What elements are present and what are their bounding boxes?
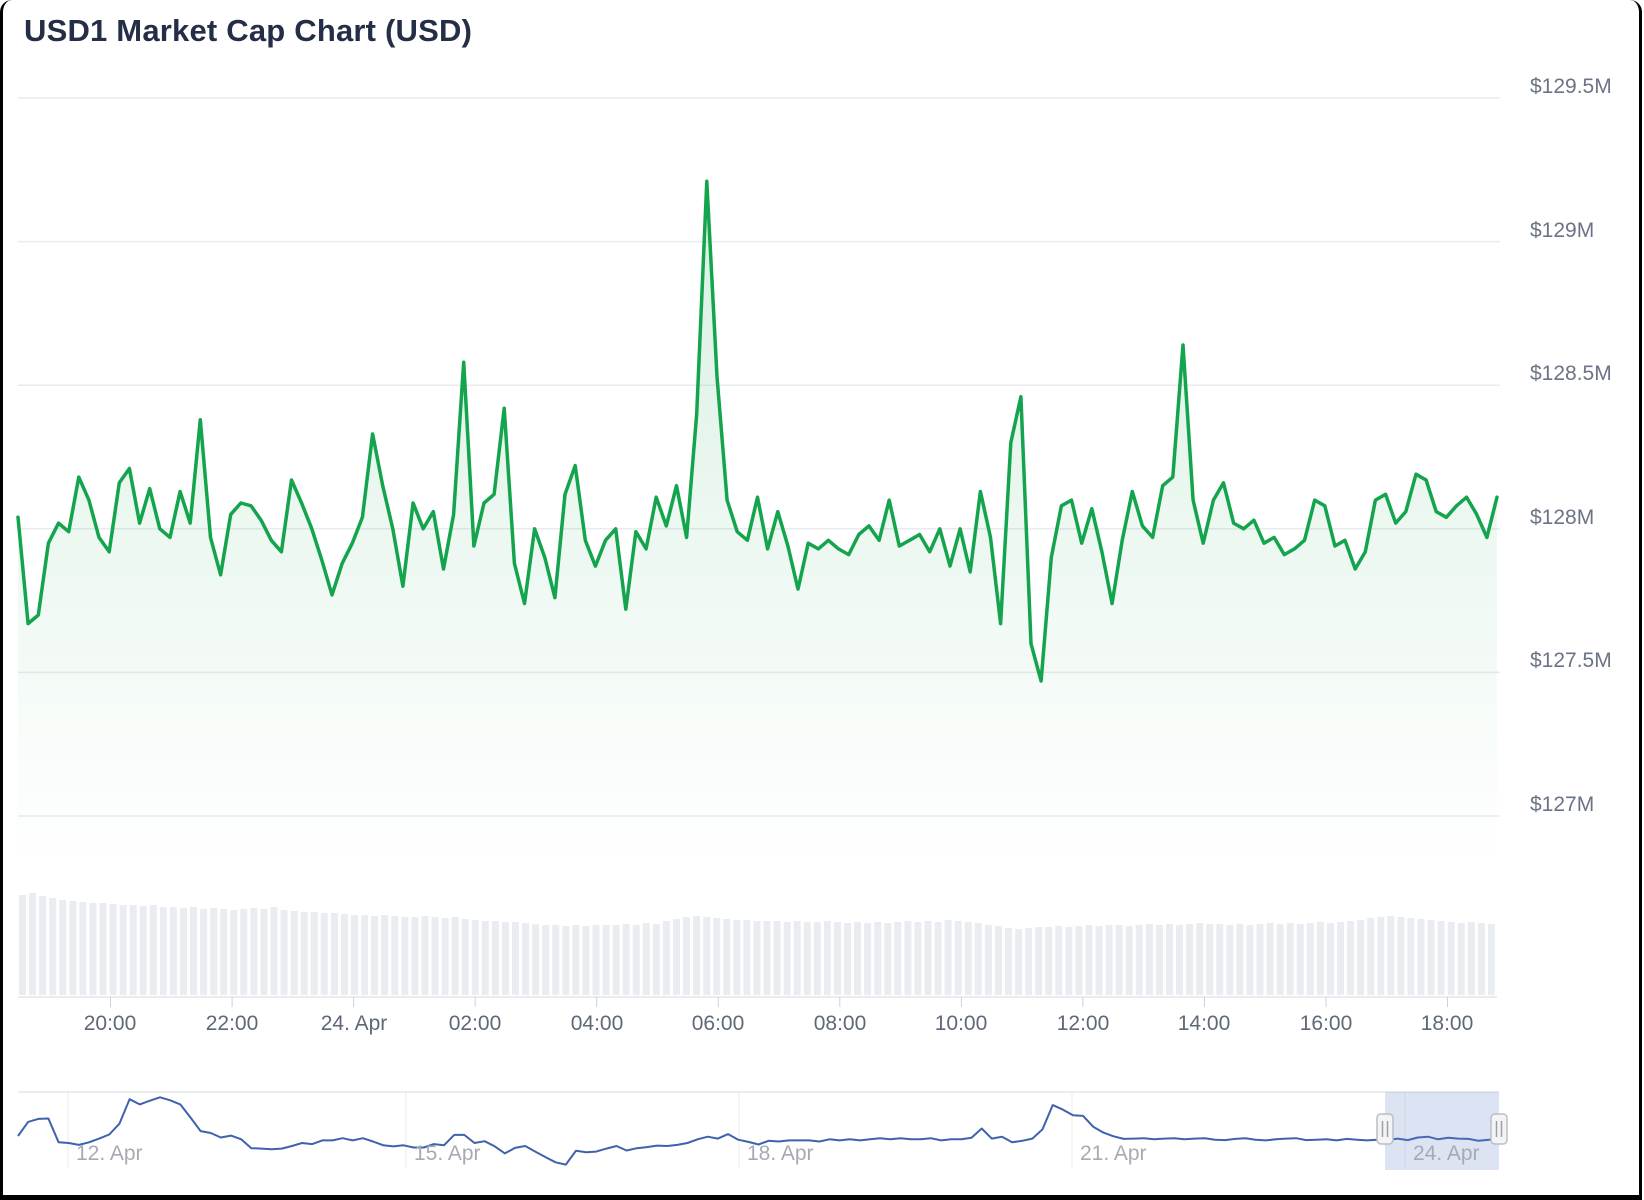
volume-bars: [19, 893, 1495, 995]
y-axis-label: $128M: [1530, 506, 1595, 529]
navigator-right-handle[interactable]: [1490, 1113, 1508, 1145]
navigator-series-line: [17, 1096, 1500, 1166]
x-axis-label: 10:00: [934, 1012, 988, 1035]
chart-title: USD1 Market Cap Chart (USD): [24, 13, 473, 48]
x-axis-label: 24. Apr: [320, 1012, 388, 1035]
navigator-date-label: 21. Apr: [1080, 1142, 1147, 1165]
navigator-date-label: 24. Apr: [1413, 1142, 1480, 1165]
x-axis-label: 18:00: [1420, 1012, 1474, 1035]
navigator-gridlines: [18, 1091, 1499, 1168]
y-axis-label: $128.5M: [1530, 362, 1612, 385]
y-axis-label: $127M: [1530, 793, 1595, 816]
x-axis-label: 14:00: [1177, 1012, 1231, 1035]
navigator-left-handle[interactable]: [1376, 1113, 1394, 1145]
market-cap-line: [16, 179, 1499, 683]
navigator-date-label: 18. Apr: [747, 1142, 814, 1165]
x-axis-label: 22:00: [205, 1012, 259, 1035]
x-axis: [18, 996, 1497, 1007]
navigator-date-label: 12. Apr: [76, 1142, 143, 1165]
x-axis-label: 06:00: [691, 1012, 745, 1035]
y-axis-label: $129.5M: [1530, 75, 1612, 98]
navigator-date-label: 15. Apr: [414, 1142, 481, 1165]
x-axis-label: 04:00: [570, 1012, 624, 1035]
y-axis-label: $129M: [1530, 219, 1595, 242]
x-axis-label: 12:00: [1056, 1012, 1110, 1035]
x-axis-label: 20:00: [83, 1012, 137, 1035]
plot-area[interactable]: [18, 60, 1497, 995]
y-axis-label: $127.5M: [1530, 649, 1612, 672]
x-axis-label: 08:00: [813, 1012, 867, 1035]
market-cap-area-fill: [18, 181, 1497, 866]
navigator-selected-range[interactable]: [1385, 1092, 1499, 1170]
x-axis-label: 02:00: [448, 1012, 502, 1035]
x-axis-label: 16:00: [1299, 1012, 1353, 1035]
